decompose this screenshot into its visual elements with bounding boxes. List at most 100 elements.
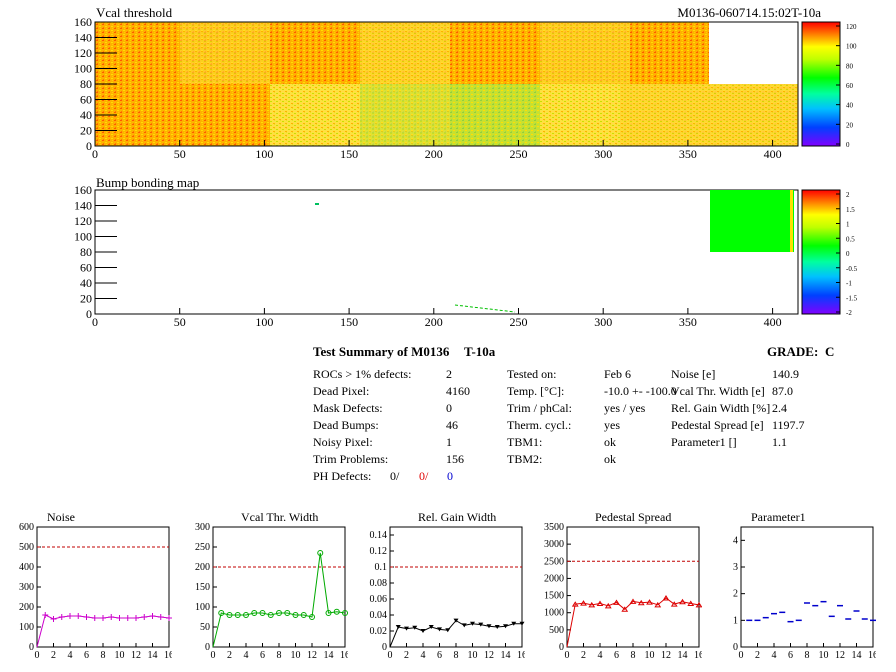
- summary-value: 87.0: [772, 384, 793, 398]
- chart-xtick-label: 14: [324, 650, 334, 661]
- chart-point: [613, 599, 620, 605]
- chart-ytick-label: 4: [733, 535, 738, 546]
- chart-xtick-label: 10: [115, 650, 125, 661]
- chart-xtick-label: 4: [421, 650, 426, 661]
- summary-label: Mask Defects:: [313, 401, 383, 415]
- map-ytick-label: 140: [74, 199, 92, 213]
- map-xtick-label: 200: [425, 315, 443, 329]
- chart-point: [428, 625, 434, 629]
- summary-label: Trim Problems:: [313, 452, 389, 466]
- summary-value: -10.0 +- -100.0: [604, 384, 677, 398]
- chart-point: [149, 613, 156, 619]
- summary-temp-tag: T-10a: [464, 344, 496, 359]
- summary-label: Therm. cycl.:: [507, 418, 572, 432]
- chart-point: [276, 610, 282, 616]
- chart-ytick-label: 200: [195, 562, 210, 573]
- map-ytick-label: 120: [74, 214, 92, 228]
- chart-ytick-label: 500: [19, 542, 34, 553]
- chart-xtick-label: 8: [454, 650, 459, 661]
- ph-defects-label: PH Defects:: [313, 469, 372, 483]
- map-xtick-label: 0: [92, 147, 98, 161]
- summary-row: Dead Bumps: 46: [313, 418, 458, 433]
- chart-xtick-label: 14: [852, 650, 862, 661]
- map-xtick-label: 150: [340, 315, 358, 329]
- chart-ytick-label: 0: [559, 642, 564, 653]
- map-ytick-label: 60: [80, 261, 92, 275]
- map-ytick-label: 20: [80, 292, 92, 306]
- map-xtick-label: 50: [174, 147, 186, 161]
- module-id: M0136-060714.15:02T-10a: [677, 5, 821, 20]
- chart-xtick-label: 2: [227, 650, 232, 661]
- summary-label: Dead Bumps:: [313, 418, 379, 432]
- chart-xtick-label: 4: [598, 650, 603, 661]
- chart-point: [511, 621, 517, 626]
- chart-point: [325, 610, 332, 616]
- chart-point: [83, 614, 90, 620]
- chart-point: [58, 614, 65, 620]
- chart-xtick-label: 16: [164, 650, 172, 661]
- chart-ytick-label: 0: [382, 642, 387, 653]
- map-ytick-label: 80: [80, 245, 92, 259]
- chart-xtick-label: 14: [678, 650, 688, 661]
- summary-label: Noisy Pixel:: [313, 435, 373, 449]
- chart-xtick-label: 10: [468, 650, 478, 661]
- map-xtick-label: 300: [594, 315, 612, 329]
- summary-label: Noise [e]: [671, 367, 716, 381]
- map-xtick-label: 250: [509, 315, 527, 329]
- chart-ytick-label: 1000: [544, 608, 564, 619]
- chart-ytick-label: 0: [205, 642, 210, 653]
- chart-point: [333, 608, 340, 615]
- summary-value: 2.4: [772, 401, 787, 415]
- chart-xtick-label: 12: [484, 650, 494, 661]
- chart-ytick-label: 100: [195, 602, 210, 613]
- chart-ytick-label: 0: [29, 642, 34, 653]
- chart-ytick-label: 200: [19, 602, 34, 613]
- chart-frame: [566, 526, 700, 648]
- chart-ytick-label: 3500: [544, 522, 564, 533]
- chart-ytick-label: 150: [195, 582, 210, 593]
- chart-xtick-label: 2: [755, 650, 760, 661]
- chart-2: Rel. Gain Width 0 0.02 0.04 0.06 0.08 0.1 0.12 0…: [370, 510, 526, 661]
- chart-title: Pedestal Spread: [595, 510, 671, 524]
- map2-title: Bump bonding map: [96, 175, 200, 190]
- map-xtick-label: 350: [679, 147, 697, 161]
- map-xtick-label: 100: [255, 147, 273, 161]
- map-ytick-label: 100: [74, 62, 92, 76]
- map-ytick-label: 120: [74, 46, 92, 60]
- chart-ytick-label: 0.04: [370, 610, 388, 621]
- chart-xtick-label: 8: [277, 650, 282, 661]
- summary-row: Noisy Pixel: 1: [313, 435, 452, 450]
- map-xtick-label: 400: [764, 315, 782, 329]
- map-ytick-label: 40: [80, 108, 92, 122]
- map-ytick-label: 0: [86, 139, 92, 153]
- map-xtick-label: 300: [594, 147, 612, 161]
- map1-title: Vcal threshold: [96, 5, 173, 20]
- chart-point: [226, 612, 233, 618]
- chart-ytick-label: 1: [733, 615, 738, 626]
- summary-row: Therm. cycl.: yes: [507, 418, 620, 433]
- chart-point: [166, 615, 172, 621]
- scale-label: -2: [846, 309, 852, 317]
- summary-title: Test Summary of M0136: [313, 344, 450, 359]
- chart-title: Parameter1: [751, 510, 806, 524]
- map-ytick-label: 0: [86, 307, 92, 321]
- summary-value: 1: [446, 435, 452, 449]
- summary-value: 140.9: [772, 367, 799, 381]
- chart-ytick-label: 2: [733, 589, 738, 600]
- chart-point: [646, 599, 653, 605]
- chart-ytick-label: 2500: [544, 556, 564, 567]
- chart-ytick-label: 0.08: [370, 578, 388, 589]
- chart-xtick-label: 12: [131, 650, 141, 661]
- chart-point: [412, 625, 418, 630]
- chart-ytick-label: 300: [19, 582, 34, 593]
- chart-ytick-label: 2000: [544, 573, 564, 584]
- map-ytick-label: 20: [80, 124, 92, 138]
- chart-xtick-label: 10: [819, 650, 829, 661]
- chart-xtick-label: 2: [404, 650, 409, 661]
- map-ytick-label: 100: [74, 230, 92, 244]
- scale-label: 40: [846, 102, 854, 110]
- chart-point: [157, 614, 164, 620]
- chart-point: [292, 612, 299, 618]
- summary-row: TBM2: ok: [507, 452, 616, 467]
